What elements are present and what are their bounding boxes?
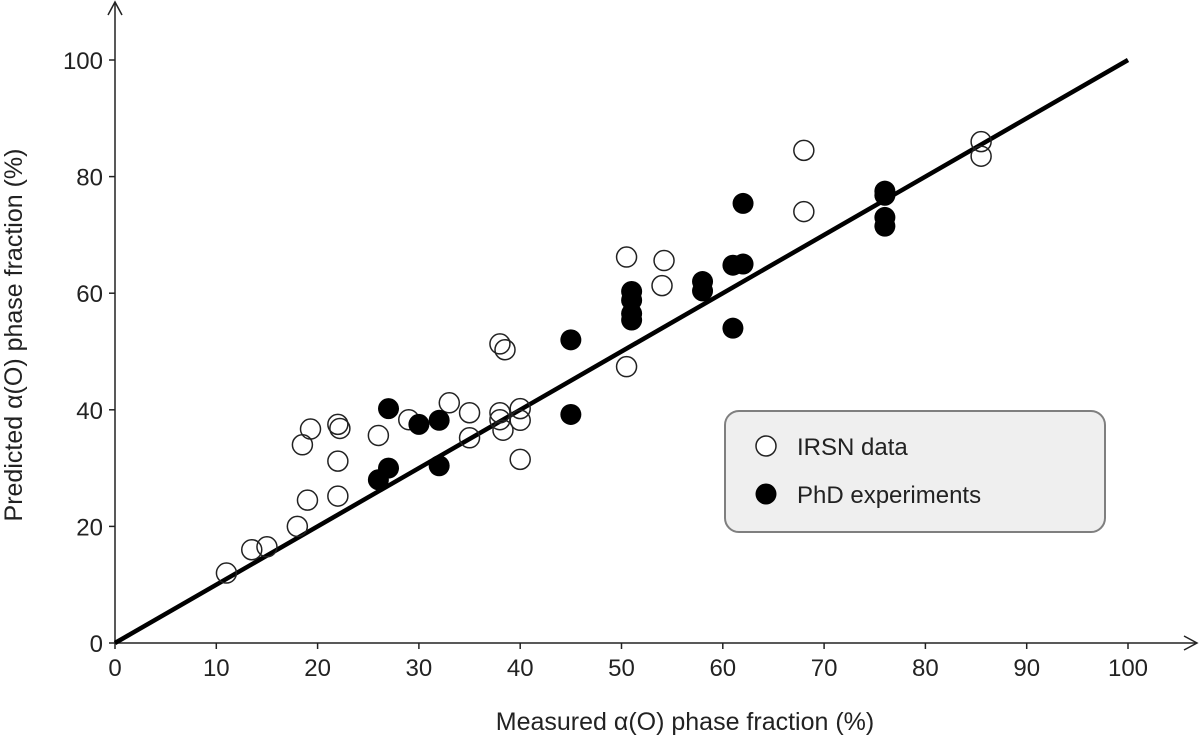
- y-tick-label: 0: [90, 631, 103, 658]
- y-tick-label: 100: [63, 48, 103, 75]
- phd-experiment-point: [874, 180, 896, 202]
- irsn-data-point: [215, 562, 238, 584]
- irsn-data-point: [615, 355, 638, 378]
- irsn-data-point: [327, 450, 349, 472]
- irsn-data-point: [793, 139, 815, 162]
- axis-ticks: 0 10 20 30 40 50 60 70 80 90 100 0 20 40 60 80 100: [63, 48, 1148, 682]
- irsn-data-point: [970, 130, 992, 153]
- x-tick-label: 80: [912, 655, 939, 682]
- irsn-data-point: [494, 339, 516, 361]
- irsn-data-point: [651, 274, 673, 297]
- legend-marker-irsn: [755, 435, 777, 457]
- phd-experiment-point: [692, 271, 714, 293]
- phd-experiment-point: [722, 317, 744, 339]
- irsn-data-point: [509, 397, 531, 420]
- irsn-data-point: [367, 424, 390, 447]
- irsn-data-point: [286, 515, 309, 538]
- irsn-data-point: [615, 246, 638, 268]
- irsn-data-point: [241, 538, 263, 561]
- y-tick-label: 40: [76, 398, 103, 425]
- irsn-data-point: [970, 145, 992, 167]
- irsn-data-point: [438, 392, 461, 414]
- irsn-data-point: [327, 413, 349, 436]
- x-tick-label: 40: [507, 655, 534, 682]
- x-tick-label: 60: [709, 655, 736, 682]
- reference-line-y-equals-x: [113, 58, 1130, 645]
- phd-experiment-point: [560, 403, 582, 425]
- x-tick-label: 100: [1108, 655, 1148, 682]
- irsn-data-point: [793, 200, 815, 223]
- y-tick-label: 80: [76, 165, 103, 192]
- x-tick-label: 70: [811, 655, 838, 682]
- irsn-data-point: [489, 333, 511, 355]
- reference-line-layer: [113, 58, 1130, 645]
- irsn-data-point: [299, 418, 322, 440]
- x-tick-label: 50: [608, 655, 635, 682]
- y-tick-label: 60: [76, 281, 103, 308]
- phd-experiment-point: [408, 413, 430, 435]
- irsn-data-point: [458, 401, 481, 424]
- legend: IRSN data PhD experiments: [724, 410, 1106, 533]
- y-tick-label: 20: [76, 514, 103, 541]
- phd-experiment-point: [732, 192, 754, 214]
- phd-experiment-point: [428, 409, 450, 431]
- phd-experiment-point: [560, 329, 582, 351]
- phd-experiment-point: [621, 280, 643, 302]
- irsn-data-point: [653, 249, 675, 272]
- x-tick-label: 20: [304, 655, 331, 682]
- irsn-data-point: [492, 419, 514, 441]
- y-axis-arrow: [107, 0, 123, 16]
- data-points: [215, 130, 992, 584]
- legend-box: [724, 410, 1106, 533]
- irsn-data-point: [509, 448, 531, 471]
- legend-label-phd: PhD experiments: [797, 482, 981, 509]
- phd-experiment-point: [428, 455, 450, 477]
- phd-experiment-point: [732, 253, 754, 275]
- phd-experiment-point: [874, 206, 896, 228]
- legend-label-irsn: IRSN data: [797, 434, 908, 461]
- x-axis-title: Measured α(O) phase fraction (%): [496, 708, 874, 736]
- irsn-data-point: [327, 485, 349, 507]
- irsn-data-point: [458, 427, 481, 449]
- irsn-data-point: [256, 536, 278, 558]
- phd-experiment-point: [378, 398, 400, 420]
- irsn-data-point: [489, 401, 511, 424]
- x-tick-label: 30: [406, 655, 433, 682]
- y-axis-title: Predicted α(O) phase fraction (%): [0, 149, 28, 522]
- phd-experiment-point: [378, 457, 400, 479]
- irsn-data-point: [329, 417, 351, 440]
- x-tick-label: 90: [1013, 655, 1040, 682]
- irsn-data-point: [296, 489, 319, 511]
- x-tick-label: 10: [203, 655, 230, 682]
- x-tick-label: 0: [108, 655, 121, 682]
- irsn-data-point: [509, 409, 531, 432]
- x-axis-arrow: [1183, 635, 1199, 651]
- legend-marker-phd: [755, 483, 777, 505]
